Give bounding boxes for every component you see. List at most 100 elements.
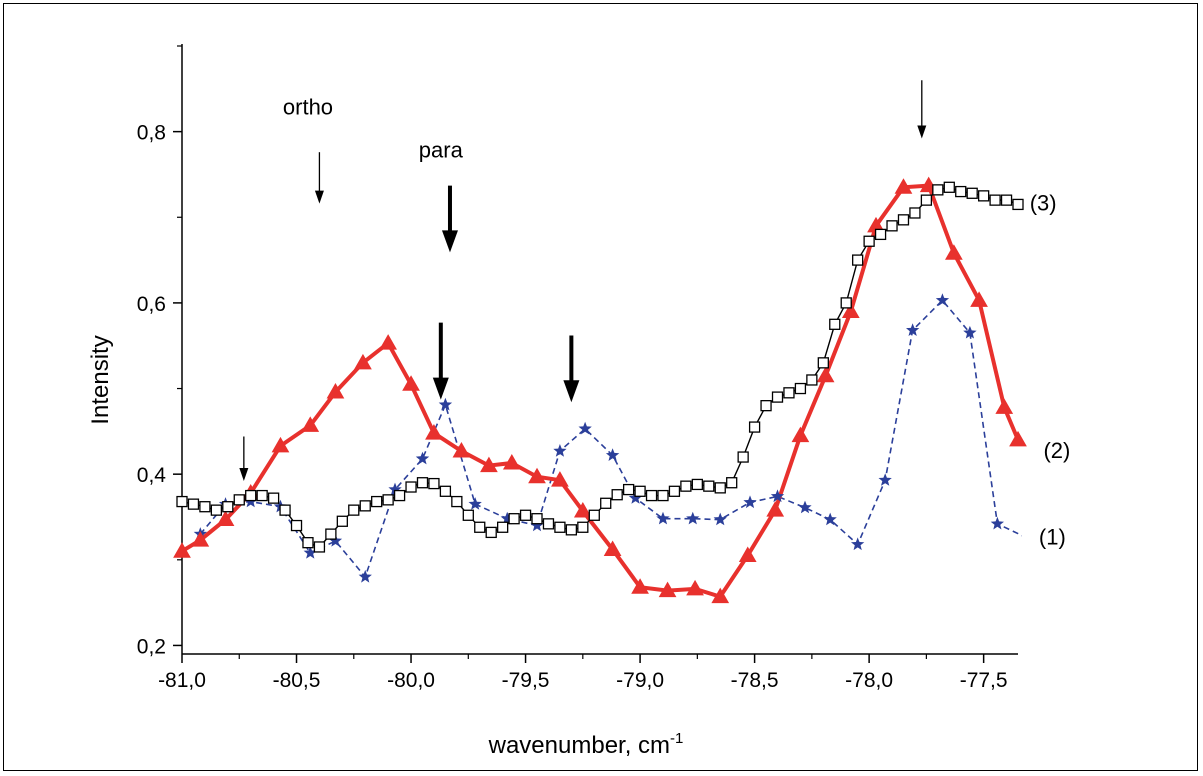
y-tick-label: 0,6 [137, 293, 166, 316]
axes: -81,0 -80,5 -80,0 -79,5 -79,0 -78,5 -78,0 -77,5… [137, 44, 1018, 692]
series-line-1 [199, 299, 1022, 579]
series-3-point [245, 489, 257, 502]
series-1-point [358, 569, 372, 583]
series-1-point [530, 518, 544, 532]
series-3-point [222, 501, 234, 513]
series-3-point [726, 477, 738, 489]
series-1-point [328, 534, 343, 547]
series-3-point [382, 494, 394, 506]
series-3-point [325, 528, 337, 540]
series-label: (2) [1043, 438, 1070, 463]
series-1-point [303, 546, 317, 559]
x-axis-title: wavenumber, cm-1 [488, 730, 684, 759]
arrow-head [917, 125, 927, 139]
series-3-point [817, 357, 829, 369]
series-3-point [611, 489, 623, 501]
series-2-point [631, 578, 649, 594]
series-3-point [943, 181, 955, 193]
arrow-head [432, 377, 449, 400]
series-2-point [354, 353, 372, 370]
series-3-point [783, 387, 795, 399]
series-3-point [519, 509, 532, 521]
series-3-point [977, 190, 990, 202]
series-3-point [187, 498, 200, 510]
series-3-point [680, 480, 692, 492]
series-3-point [748, 421, 761, 433]
series-2-point [502, 454, 521, 470]
series-3-point [897, 214, 910, 226]
series-3-point [199, 501, 211, 513]
series-1-point [743, 495, 757, 509]
series-3-point [348, 504, 360, 516]
series-2-point [301, 416, 320, 432]
series-3-point [577, 521, 589, 533]
series-3-point [474, 521, 486, 533]
series-3-point [714, 482, 726, 494]
series-3-point [600, 497, 612, 509]
series-2-point [271, 436, 290, 453]
series-3-point [932, 184, 944, 196]
series-3-point [874, 228, 887, 241]
series-2-point [816, 366, 835, 383]
series-3-point [279, 504, 291, 516]
series-1-point [713, 512, 727, 526]
annotation-ortho: ortho [283, 95, 333, 120]
series-label: (1) [1039, 525, 1066, 550]
x-tick-label: -79,0 [616, 669, 664, 692]
series-label: (3) [1030, 191, 1057, 216]
series-3-point [955, 185, 967, 198]
series-2-point [738, 546, 757, 563]
series-3-point [439, 485, 452, 497]
series-3-point [393, 489, 406, 502]
series-2-point [945, 244, 963, 260]
series-2-point [425, 424, 443, 440]
series-3-point [371, 495, 383, 508]
series-3-point [176, 495, 188, 508]
series-2-point [216, 510, 235, 527]
series-2-point [528, 467, 546, 484]
series-3-point [668, 485, 681, 497]
series-2-point [711, 587, 730, 604]
series-1-point [605, 448, 620, 461]
series-2-point [379, 334, 397, 350]
arrow-head [314, 190, 324, 204]
series-3-point [497, 521, 509, 533]
arrow-head [563, 380, 580, 403]
series-1-point [823, 512, 837, 526]
series-3-point [554, 521, 566, 533]
series-3-point [1000, 194, 1013, 206]
series-3-point [863, 235, 875, 247]
series-line-2 [182, 183, 1020, 599]
series-3-point [966, 187, 978, 199]
series-3-point [256, 489, 268, 502]
series-1-point [656, 511, 670, 525]
series-2-point [191, 531, 210, 547]
series-1-point [770, 489, 785, 503]
annotations-layer: ortho para (1) (2) (3) [239, 80, 1070, 550]
series-3-point [989, 194, 1001, 206]
series-3-point [806, 374, 818, 386]
series-1-point [798, 500, 812, 514]
x-tick-label: -80,0 [387, 669, 435, 692]
x-tick-label: -81,0 [158, 669, 206, 692]
series-3-point [771, 391, 784, 403]
series-2-point [766, 501, 785, 517]
series-1-point [500, 511, 514, 525]
series-2-point [658, 581, 677, 598]
series-1-point [963, 325, 977, 339]
series-3-point [428, 477, 440, 490]
series-2-point [173, 542, 191, 558]
x-tick-label: -78,0 [845, 669, 893, 692]
series-1-point [851, 537, 865, 551]
series-3-point [405, 481, 417, 493]
series-3-point [657, 489, 669, 502]
series-3-point [508, 513, 520, 525]
series-3-point [737, 451, 749, 463]
series-1-point [553, 444, 567, 457]
series-2-point [791, 426, 810, 443]
series-1-point [438, 397, 453, 411]
series-2-point [995, 398, 1014, 414]
series-3-point [565, 524, 578, 536]
annotation-para: para [419, 137, 464, 162]
series-3-point [267, 492, 280, 504]
